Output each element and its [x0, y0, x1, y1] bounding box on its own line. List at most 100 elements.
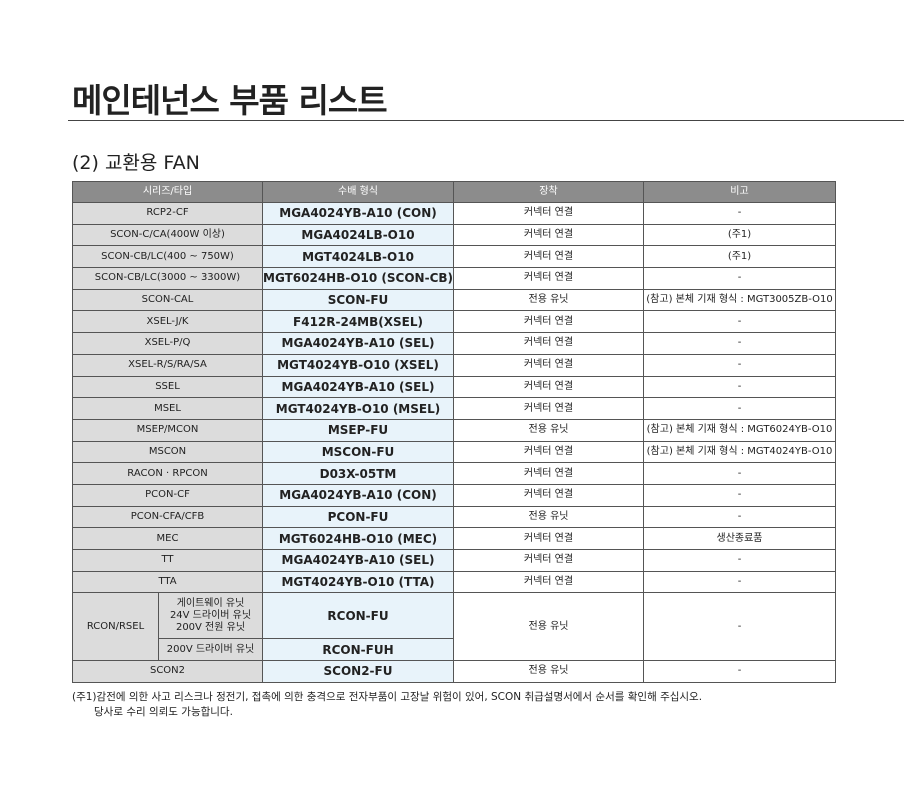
table-row: RCP2-CF MGA4024YB-A10 (CON) 커넥터 연결 - — [72, 202, 836, 225]
footnote: (주1)감전에 의한 사고 리스크나 정전기, 접촉에 의한 충격으로 전자부품… — [72, 690, 702, 720]
series-cell: MEC — [72, 527, 263, 550]
title-rule — [68, 120, 904, 121]
series-cell: RCON/RSEL — [72, 592, 159, 662]
table-row: XSEL-J/K F412R-24MB(XSEL) 커넥터 연결 - — [72, 310, 836, 334]
note-cell: - — [643, 462, 836, 485]
column-header: 수배 형식 — [262, 181, 454, 203]
mount-cell: 커넥터 연결 — [453, 462, 644, 485]
parts-table: 시리즈/타입 수배 형식 장착 비고 RCP2-CF MGA4024YB-A10 (CO… — [72, 181, 836, 683]
series-cell: PCON-CFA/CFB — [72, 505, 263, 529]
note-cell: (주1) — [643, 223, 836, 247]
mount-cell: 전용 유닛 — [453, 418, 644, 442]
model-cell: MGT4024YB-O10 (XSEL) — [262, 353, 454, 377]
series-cell: MSEP/MCON — [72, 418, 263, 442]
model-cell: MGT4024LB-O10 — [262, 245, 454, 269]
note-cell: - — [643, 549, 836, 572]
table-row: SCON2 SCON2-FU 전용 유닛 - — [72, 660, 836, 683]
footnote-line: (주1)감전에 의한 사고 리스크나 정전기, 접촉에 의한 충격으로 전자부품… — [72, 691, 703, 703]
table-row: XSEL-R/S/RA/SA MGT4024YB-O10 (XSEL) 커넥터 연결… — [72, 353, 836, 377]
series-cell: SCON-CB/LC(400 ~ 750W) — [72, 245, 263, 269]
mount-cell: 커넥터 연결 — [453, 353, 644, 377]
series-cell: SCON-CAL — [72, 288, 263, 312]
series-cell: XSEL-R/S/RA/SA — [72, 353, 263, 377]
mount-cell: 커넥터 연결 — [453, 310, 644, 334]
model-cell: F412R-24MB(XSEL) — [262, 310, 454, 334]
model-cell: MSCON-FU — [262, 440, 454, 464]
model-cell: D03X-05TM — [262, 462, 454, 485]
mount-cell: 커넥터 연결 — [453, 245, 644, 269]
note-cell: - — [643, 660, 836, 683]
table-row: TTA MGT4024YB-O10 (TTA) 커넥터 연결 - — [72, 570, 836, 594]
section-title: (2) 교환용 FAN — [72, 152, 200, 174]
mount-cell: 전용 유닛 — [453, 592, 644, 662]
mount-cell: 전용 유닛 — [453, 505, 644, 529]
model-cell: MGA4024LB-O10 — [262, 223, 454, 247]
series-cell: MSEL — [72, 397, 263, 420]
header-row: 시리즈/타입 수배 형식 장착 비고 — [72, 181, 836, 203]
table-body: RCP2-CF MGA4024YB-A10 (CON) 커넥터 연결 - SCON-C/… — [72, 202, 836, 683]
model-cell: MGT6024HB-O10 (SCON-CB) — [262, 267, 454, 290]
series-cell: TT — [72, 549, 263, 572]
table-row: SCON-CAL SCON-FU 전용 유닛 (참고) 본체 기재 형식 : MGT3… — [72, 288, 836, 312]
model-cell: MGA4024YB-A10 (CON) — [262, 202, 454, 225]
unit-cell: 200V 드라이버 유닛 — [158, 638, 263, 662]
note-cell: (주1) — [643, 245, 836, 269]
page-title: 메인테넌스 부품 리스트 — [72, 81, 388, 120]
model-cell: MGA4024YB-A10 (SEL) — [262, 332, 454, 355]
note-cell: - — [643, 592, 836, 662]
note-cell: - — [643, 483, 836, 507]
model-cell: MGT4024YB-O10 (TTA) — [262, 570, 454, 594]
model-cell: SCON-FU — [262, 288, 454, 312]
note-cell: - — [643, 267, 836, 290]
mount-cell: 커넥터 연결 — [453, 223, 644, 247]
note-cell: - — [643, 310, 836, 334]
table-row: MSCON MSCON-FU 커넥터 연결 (참고) 본체 기재 형식 : MGT40… — [72, 440, 836, 464]
table-row: PCON-CFA/CFB PCON-FU 전용 유닛 - — [72, 505, 836, 529]
model-cell: MGA4024YB-A10 (SEL) — [262, 549, 454, 572]
note-cell: - — [643, 505, 836, 529]
column-header: 시리즈/타입 — [72, 181, 263, 203]
note-cell: (참고) 본체 기재 형식 : MGT3005ZB-O10 — [643, 288, 836, 312]
model-cell: MGA4024YB-A10 (CON) — [262, 483, 454, 507]
model-cell: PCON-FU — [262, 505, 454, 529]
model-cell: RCON-FUH — [262, 638, 454, 662]
model-cell: MGT4024YB-O10 (MSEL) — [262, 397, 454, 420]
table-row: RACON · RPCON D03X-05TM 커넥터 연결 - — [72, 462, 836, 485]
mount-cell: 커넥터 연결 — [453, 267, 644, 290]
model-cell: MSEP-FU — [262, 418, 454, 442]
series-cell: SCON-CB/LC(3000 ~ 3300W) — [72, 267, 263, 290]
table-row: MEC MGT6024HB-O10 (MEC) 커넥터 연결 생산종료품 — [72, 527, 836, 550]
table-row: MSEL MGT4024YB-O10 (MSEL) 커넥터 연결 - — [72, 397, 836, 420]
table-row: SCON-CB/LC(400 ~ 750W) MGT4024LB-O10 커넥터 연… — [72, 245, 836, 269]
unit-line: 24V 드라이버 유닛 — [169, 609, 252, 621]
note-cell: - — [643, 353, 836, 377]
table-row: SCON-C/CA(400W 이상) MGA4024LB-O10 커넥터 연결 (주1… — [72, 223, 836, 247]
series-cell: SCON-C/CA(400W 이상) — [72, 223, 263, 247]
mount-cell: 커넥터 연결 — [453, 440, 644, 464]
mount-cell: 커넥터 연결 — [453, 527, 644, 550]
series-cell: XSEL-J/K — [72, 310, 263, 334]
mount-cell: 커넥터 연결 — [453, 202, 644, 225]
unit-cell: 게이트웨이 유닛 24V 드라이버 유닛 200V 전원 유닛 — [158, 592, 263, 640]
mount-cell: 커넥터 연결 — [453, 570, 644, 594]
footnote-line: 당사로 수리 의뢰도 가능합니다. — [94, 706, 233, 718]
series-cell: SCON2 — [72, 660, 263, 683]
unit-line: 200V 드라이버 유닛 — [166, 643, 255, 655]
series-cell: TTA — [72, 570, 263, 594]
mount-cell: 커넥터 연결 — [453, 483, 644, 507]
note-cell: - — [643, 332, 836, 355]
column-header: 비고 — [643, 181, 836, 203]
table-row: PCON-CF MGA4024YB-A10 (CON) 커넥터 연결 - — [72, 483, 836, 507]
mount-cell: 커넥터 연결 — [453, 332, 644, 355]
table-row: XSEL-P/Q MGA4024YB-A10 (SEL) 커넥터 연결 - — [72, 332, 836, 355]
note-cell: (참고) 본체 기재 형식 : MGT6024YB-O10 — [643, 418, 836, 442]
note-cell: (참고) 본체 기재 형식 : MGT4024YB-O10 — [643, 440, 836, 464]
note-cell: - — [643, 397, 836, 420]
note-cell: - — [643, 570, 836, 594]
model-cell: SCON2-FU — [262, 660, 454, 683]
table-row: 200V 드라이버 유닛 RCON-FUH — [73, 638, 836, 662]
mount-cell: 커넥터 연결 — [453, 397, 644, 420]
note-cell: - — [643, 375, 836, 399]
table-row: RCON/RSEL 게이트웨이 유닛 24V 드라이버 유닛 200V 전원 유닛 RC… — [72, 592, 836, 662]
